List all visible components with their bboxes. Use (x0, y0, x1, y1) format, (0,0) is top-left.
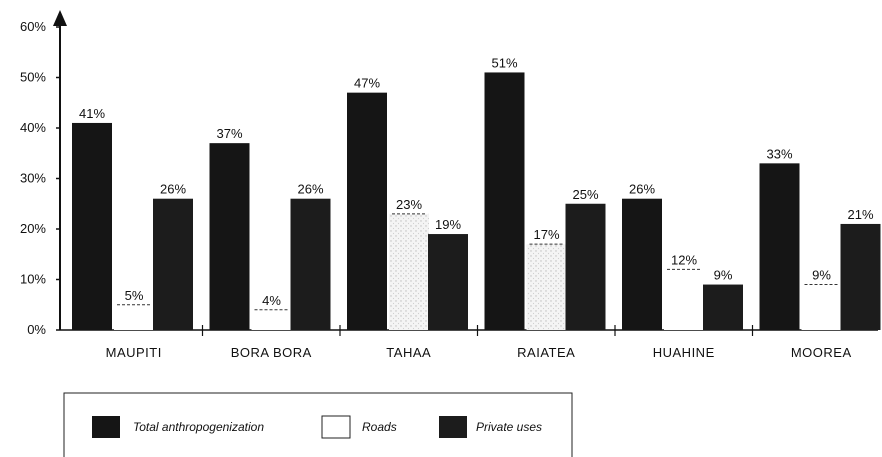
data-label: 26% (297, 182, 323, 197)
bar-total-anthropogenization (72, 122, 112, 330)
bar-total-anthropogenization (622, 198, 662, 330)
bar-private-uses (840, 223, 881, 330)
bars (72, 72, 881, 331)
legend-box (63, 392, 573, 457)
x-tick-label: MOOREA (791, 345, 852, 360)
data-label: 33% (766, 146, 792, 161)
data-label: 51% (491, 55, 517, 70)
y-tick-label: 40% (20, 120, 46, 135)
data-label: 47% (354, 76, 380, 91)
legend-swatch (92, 416, 120, 438)
legend: Total anthropogenization Roads Private use… (63, 392, 573, 457)
data-label: 4% (262, 293, 281, 308)
x-tick-label: BORA BORA (231, 345, 312, 360)
data-label: 9% (812, 268, 831, 283)
y-tick-label: 0% (27, 322, 46, 337)
data-label: 26% (160, 182, 186, 197)
bar-total-anthropogenization (347, 92, 387, 331)
bar-private-uses (153, 198, 193, 330)
bar-private-uses (565, 203, 606, 330)
x-tick-label: HUAHINE (653, 345, 715, 360)
y-tick-label: 10% (20, 272, 46, 287)
y-tick-label: 60% (20, 19, 46, 34)
y-tick-label: 20% (20, 221, 46, 236)
bar-roads (389, 213, 429, 330)
bar-private-uses (703, 284, 743, 330)
data-label: 12% (671, 252, 697, 267)
bar-roads (251, 309, 292, 330)
bar-roads (801, 284, 842, 330)
bar-total-anthropogenization (759, 163, 800, 330)
data-labels: 41% 37% 47% 51% 26% 33% 5% 4% 23% 17% 12% 9% 26% 26% 1… (79, 55, 874, 307)
data-label: 17% (533, 227, 559, 242)
x-tick-label: RAIATEA (517, 345, 575, 360)
data-label: 37% (216, 126, 242, 141)
bar-roads (114, 304, 154, 330)
data-label: 25% (572, 187, 598, 202)
legend-label: Private uses (476, 420, 542, 434)
x-tick-label: MAUPITI (106, 345, 162, 360)
legend-label: Total anthropogenization (133, 420, 264, 434)
bar-roads (526, 244, 567, 330)
data-label: 19% (435, 217, 461, 232)
bar-private-uses (290, 198, 331, 330)
data-label: 41% (79, 106, 105, 121)
bar-private-uses (428, 234, 468, 330)
data-label: 9% (714, 268, 733, 283)
bar-total-anthropogenization (209, 143, 250, 330)
bar-roads (664, 269, 704, 330)
x-tick-label: TAHAA (386, 345, 431, 360)
y-tick-label: 30% (20, 171, 46, 186)
y-axis-arrow (53, 10, 67, 26)
y-tick-label: 50% (20, 70, 46, 85)
legend-label: Roads (362, 420, 397, 434)
data-label: 21% (847, 207, 873, 222)
data-label: 5% (125, 288, 144, 303)
legend-swatch (321, 415, 351, 439)
data-label: 26% (629, 182, 655, 197)
bar-total-anthropogenization (484, 72, 525, 330)
data-label: 23% (396, 197, 422, 212)
legend-swatch (439, 416, 467, 438)
